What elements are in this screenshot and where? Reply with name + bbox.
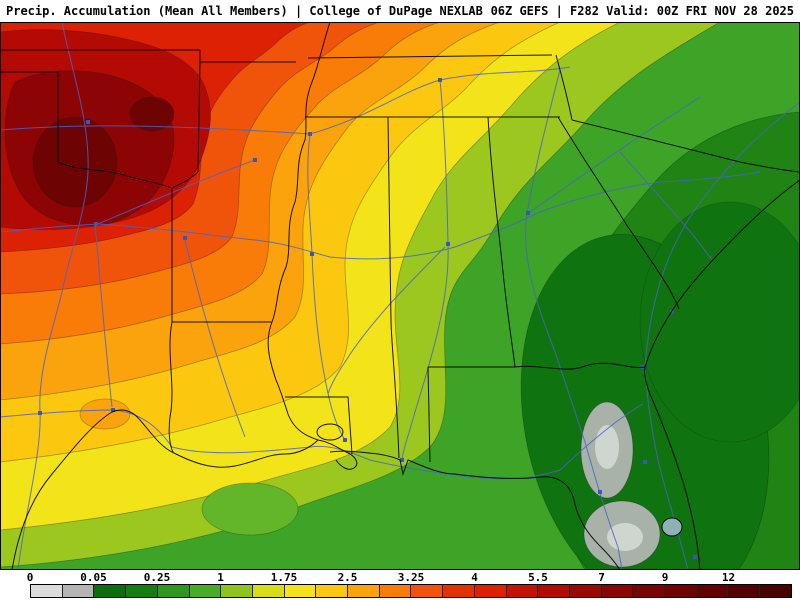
colorbar-tick-label: 1.75 (270, 571, 298, 584)
colorbar-segment (379, 585, 412, 597)
colorbar-segment (538, 585, 570, 597)
precip-map (0, 22, 800, 570)
colorbar-segment (665, 585, 697, 597)
colorbar-segments (30, 584, 792, 598)
colorbar-segment (157, 585, 190, 597)
colorbar-segment (760, 585, 791, 597)
colorbar-segment (189, 585, 222, 597)
colorbar-segment (284, 585, 317, 597)
title-bar: Precip. Accumulation (Mean All Members) … (0, 0, 800, 22)
colorbar-segment (348, 585, 380, 597)
colorbar-segment (474, 585, 507, 597)
colorbar-segment (601, 585, 634, 597)
colorbar-tick-label: 7 (598, 571, 605, 584)
colorbar-tick-label: 0.05 (80, 571, 107, 584)
colorbar-tick-label: 4 (471, 571, 478, 584)
colorbar-segment (696, 585, 729, 597)
colorbar-segment (62, 585, 95, 597)
colorbar-tick-label: 1 (217, 571, 224, 584)
colorbar-segment (94, 585, 127, 597)
colorbar-segment (633, 585, 666, 597)
colorbar-segment (31, 585, 63, 597)
precip-contour-plot (0, 22, 800, 570)
colorbar-tick-label: 0 (26, 571, 34, 584)
state-borders (0, 22, 800, 570)
colorbar-ticks: 0 0.05 0.25 1 1.75 2.5 3.25 4 5.5 7 9 12 (26, 571, 792, 584)
colorbar-tick-label: 3.25 (397, 571, 425, 584)
colorbar-segment (411, 585, 444, 597)
colorbar-tick-label: 0.25 (143, 571, 171, 584)
colorbar-segment (728, 585, 761, 597)
colorbar-segment (252, 585, 285, 597)
interstate-highways (0, 22, 800, 570)
colorbar-tick-label: 9 (661, 571, 669, 584)
colorbar-segment (316, 585, 349, 597)
colorbar: 0 0.05 0.25 1 1.75 2.5 3.25 4 5.5 7 9 12 (0, 570, 800, 600)
colorbar-tick-label: 2.5 (337, 571, 358, 584)
colorbar-segment (126, 585, 158, 597)
colorbar-segment (506, 585, 539, 597)
colorbar-tick-label: 5.5 (528, 571, 548, 584)
map-title: Precip. Accumulation (Mean All Members) … (6, 4, 483, 18)
model-run-info: 06Z GEFS | F282 Valid: 00Z FRI NOV 28 20… (490, 4, 794, 18)
colorbar-segment (221, 585, 253, 597)
colorbar-segment (569, 585, 602, 597)
colorbar-tick-label: 12 (721, 571, 736, 584)
colorbar-segment (443, 585, 475, 597)
